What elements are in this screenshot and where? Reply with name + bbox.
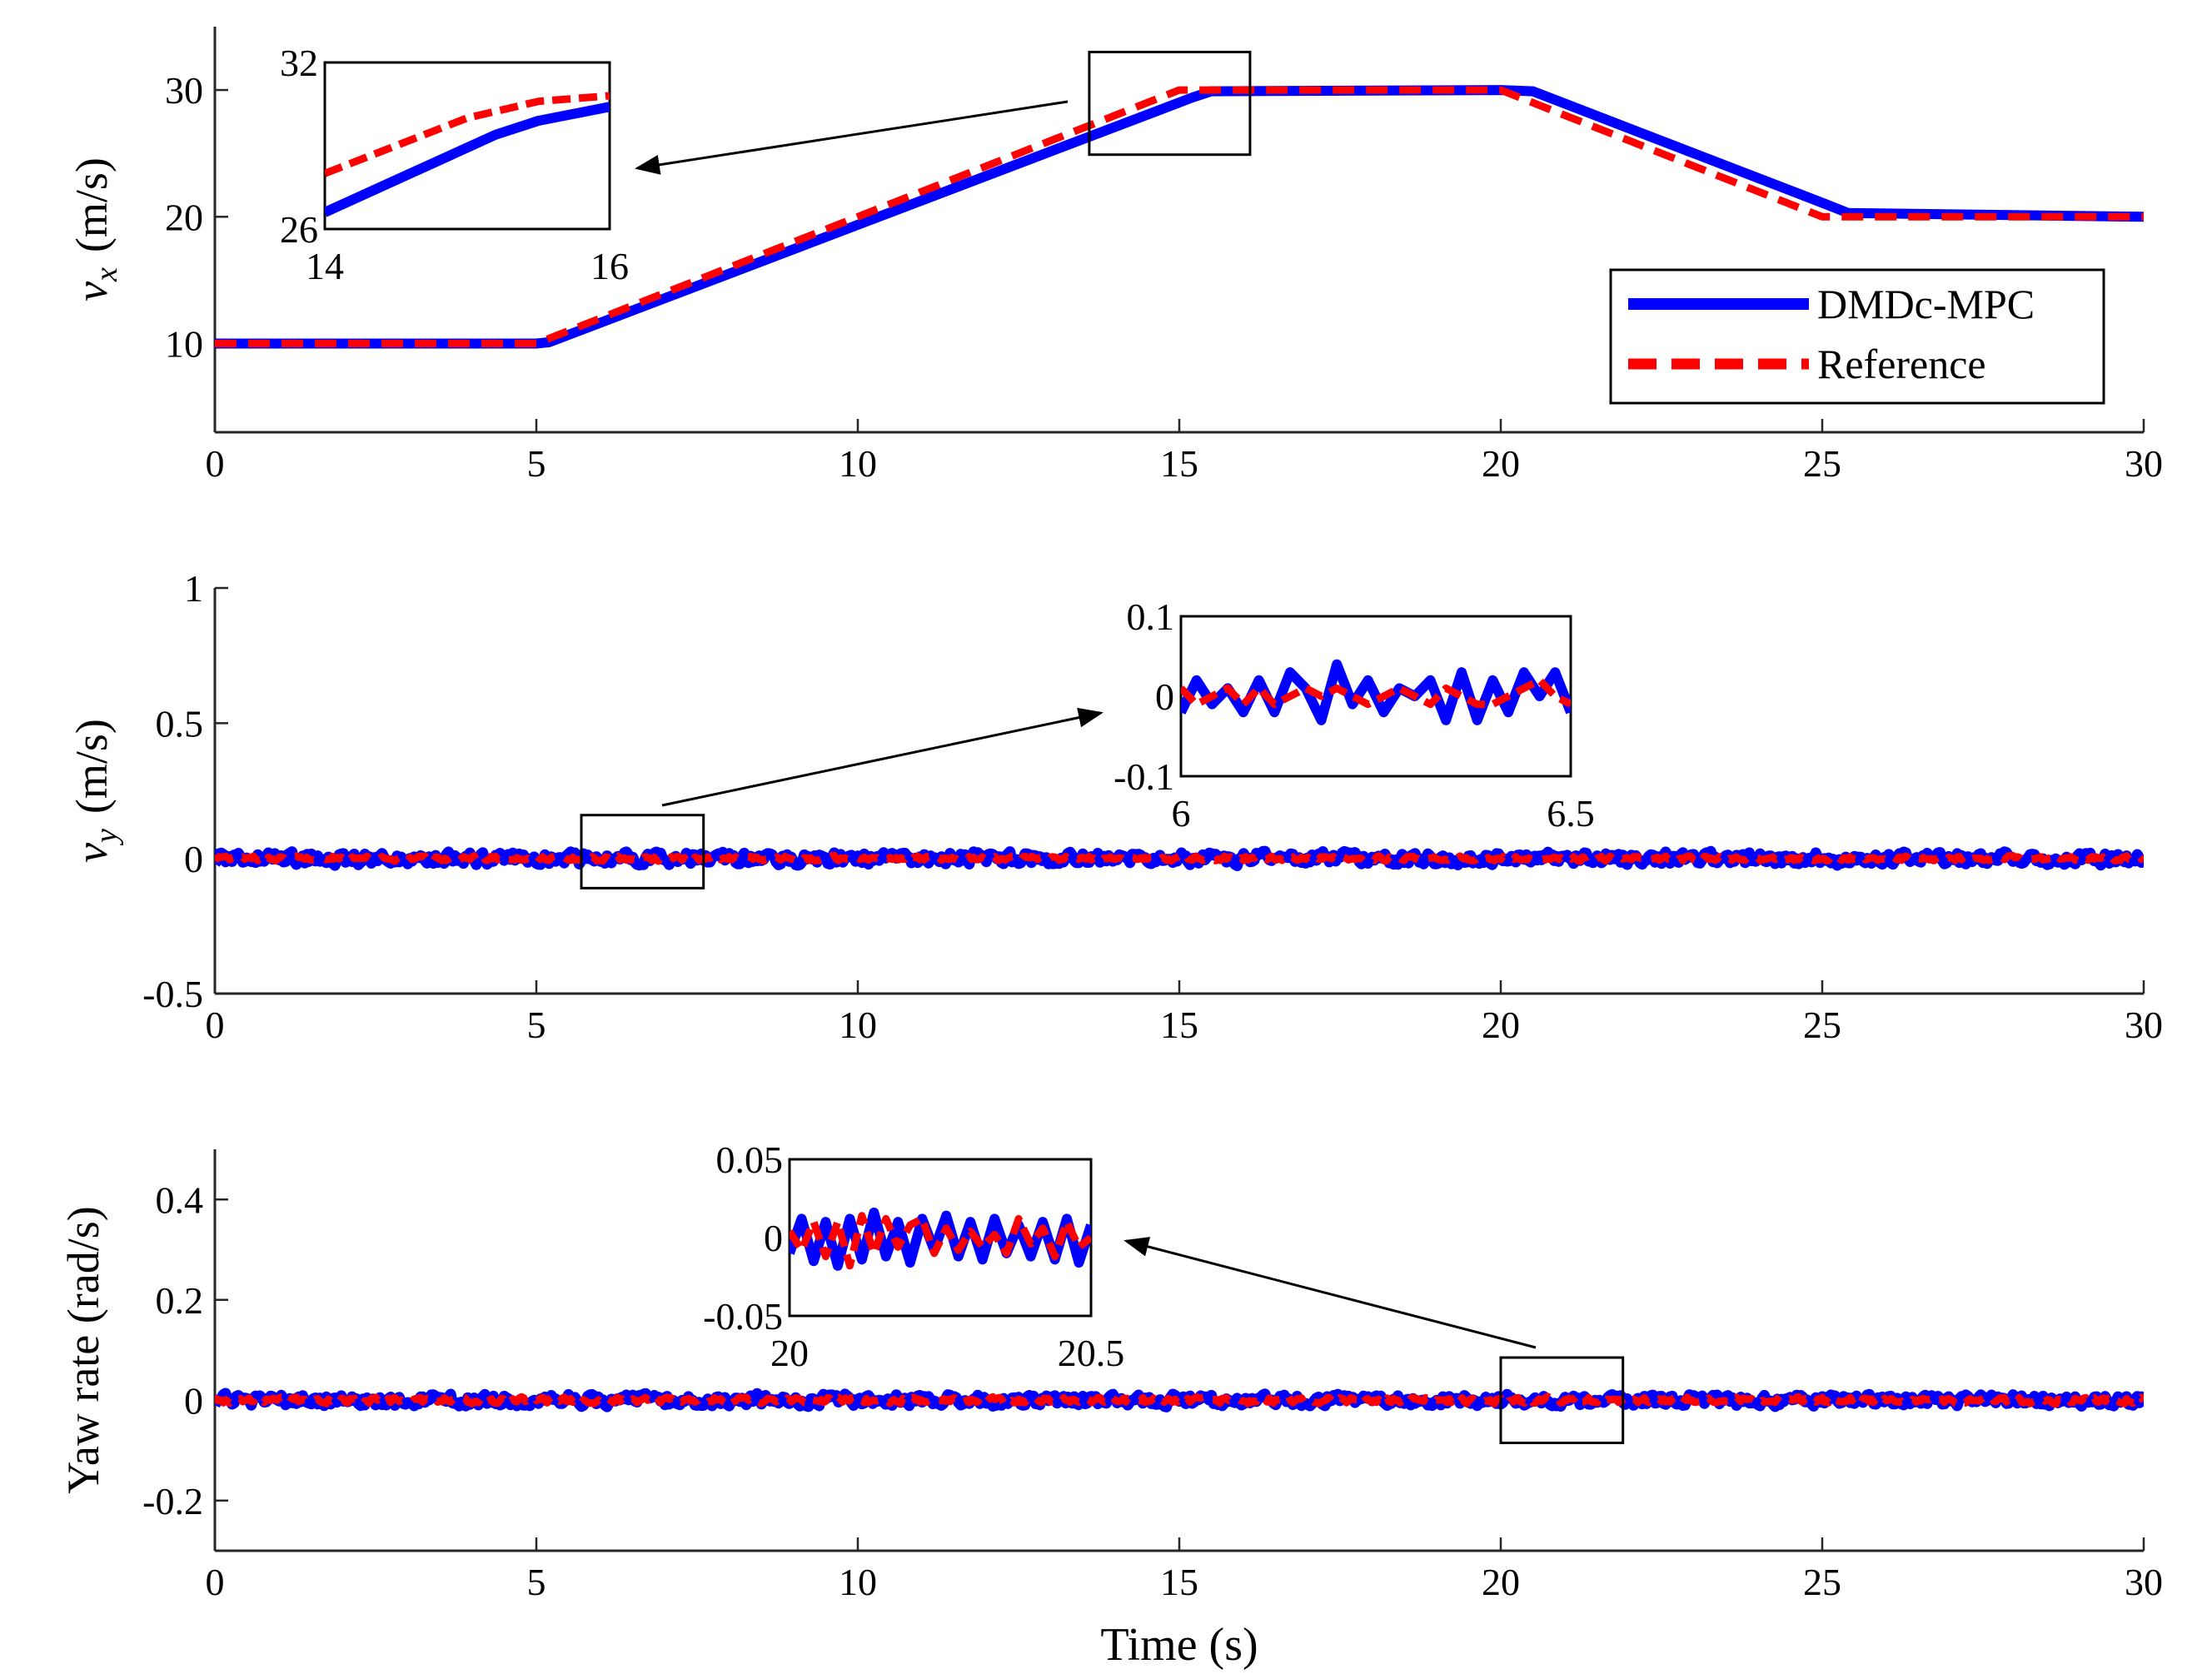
vx-inset-x-tick-label: 14 xyxy=(306,245,344,287)
vx-inset-x-tick-label: 16 xyxy=(590,245,629,287)
yaw-y-tick-label: 0.2 xyxy=(156,1279,204,1322)
yaw-x-tick-label: 25 xyxy=(1803,1561,1841,1603)
yaw-y-tick-label: -0.2 xyxy=(142,1480,203,1522)
vx-x-tick-label: 20 xyxy=(1482,442,1520,485)
vy-inset-x-tick-label: 6.5 xyxy=(1547,792,1595,835)
yaw-inset-series-reference xyxy=(790,1212,1091,1270)
yaw-inset-y-tick-label: -0.05 xyxy=(703,1295,783,1338)
yaw-y-tick-label: 0.4 xyxy=(156,1178,204,1221)
vx-inset-y-tick-label: 26 xyxy=(280,208,318,251)
vy-x-tick-label: 5 xyxy=(527,1004,546,1046)
yaw-inset-y-tick-label: 0 xyxy=(764,1217,783,1259)
vx-inset-series-reference xyxy=(325,92,610,177)
vx-y-axis-label: vx (m/s) xyxy=(67,157,124,301)
yaw-series-group xyxy=(215,1388,2144,1412)
yaw-x-tick-label: 10 xyxy=(839,1561,877,1603)
vx-series-group xyxy=(215,85,2144,349)
plot-vx: 0 5 10 15 20 25 30 10 20 30 14 16 26 32 vx (m/s) DMDc-MP… xyxy=(67,27,2163,485)
vy-y-tick-label: -0.5 xyxy=(142,973,203,1015)
yaw-inset-series-group xyxy=(790,1207,1091,1271)
vy-inset-series-group xyxy=(1181,659,1571,725)
yaw-y-tick-label: 0 xyxy=(184,1379,203,1422)
legend-frame xyxy=(1609,268,2105,405)
yaw-x-tick-label: 30 xyxy=(2125,1561,2163,1603)
yaw-inset-x-tick-label: 20.5 xyxy=(1058,1332,1125,1374)
legend: DMDc-MPC Reference xyxy=(1609,268,2105,405)
vy-x-tick-label: 25 xyxy=(1803,1004,1841,1046)
vx-x-tick-label: 5 xyxy=(527,442,546,485)
yaw-y-axis-label: Yaw rate (rad/s) xyxy=(58,1206,108,1493)
vy-y-axis-label-subscript: y xyxy=(89,829,124,846)
vy-x-tick-label: 0 xyxy=(206,1004,225,1046)
vy-series-reference xyxy=(215,851,2144,865)
vy-inset-series-reference xyxy=(1181,676,1571,709)
vy-x-tick-label: 15 xyxy=(1160,1004,1198,1046)
vy-inset-y-tick-label: -0.1 xyxy=(1113,755,1174,798)
plot-yaw: 0 5 10 15 20 25 30-0.200.20.420 20.5-0.0500.05Y… xyxy=(58,1138,2163,1671)
vx-y-tick-label: 10 xyxy=(165,323,203,366)
vx-y-axis-label-subscript: x xyxy=(89,267,124,282)
vx-x-tick-label: 0 xyxy=(206,442,225,485)
vx-x-tick-label: 15 xyxy=(1160,442,1198,485)
vy-zoom-arrow xyxy=(661,707,1104,807)
yaw-inset-y-tick-label: 0.05 xyxy=(716,1138,784,1181)
yaw-x-tick-label: 15 xyxy=(1160,1561,1198,1603)
vy-y-tick-label: 0 xyxy=(184,838,203,880)
vx-y-axis-label-symbol: v xyxy=(67,281,117,301)
legend-label-reference: Reference xyxy=(1817,341,1986,387)
vx-series-reference xyxy=(215,86,2144,347)
yaw-x-axis-label: Time (s) xyxy=(1100,1619,1258,1671)
yaw-x-tick-label: 0 xyxy=(206,1561,225,1603)
vy-zoom-box xyxy=(580,814,705,889)
vx-inset-y-tick-label: 32 xyxy=(280,42,318,84)
vx-x-tick-label: 30 xyxy=(2125,442,2163,485)
yaw-x-tick-label: 5 xyxy=(527,1561,546,1603)
vy-y-tick-label: 0.5 xyxy=(156,702,204,745)
yaw-x-tick-label: 20 xyxy=(1482,1561,1520,1603)
vy-x-tick-label: 20 xyxy=(1482,1004,1520,1046)
vy-y-axis-label-unit: (m/s) xyxy=(67,719,117,814)
yaw-zoom-arrow xyxy=(1123,1237,1537,1349)
vy-series-group xyxy=(215,845,2144,871)
vy-inset-x-tick-label: 6 xyxy=(1172,792,1191,835)
vx-y-axis-label-unit: (m/s) xyxy=(67,157,117,252)
vx-zoom-arrow xyxy=(635,100,1069,175)
vx-y-tick-label: 20 xyxy=(165,196,203,238)
vx-x-tick-label: 25 xyxy=(1803,442,1841,485)
vx-y-tick-label: 30 xyxy=(165,69,203,112)
legend-label-dmdc-mpc: DMDc-MPC xyxy=(1817,281,2035,327)
yaw-series-reference xyxy=(215,1393,2144,1408)
yaw-zoom-box xyxy=(1499,1356,1625,1444)
vx-x-tick-label: 10 xyxy=(839,442,877,485)
vx-inset-series-dmdc-mpc xyxy=(325,102,610,217)
vx-inset: 14 16 26 32 xyxy=(280,42,629,287)
vy-x-tick-label: 30 xyxy=(2125,1004,2163,1046)
plot-vy: 0 5 10 15 20 25 30-0.500.516 6.5-0.100.1vy(m/s) xyxy=(67,567,2163,1046)
vx-zoom-box xyxy=(1088,50,1252,157)
vx-series-dmdc-mpc xyxy=(215,85,2144,349)
vy-y-tick-label: 1 xyxy=(184,567,203,610)
vy-inset-y-tick-label: 0.1 xyxy=(1127,595,1175,638)
vx-inset-series-group xyxy=(325,92,610,217)
vy-x-tick-label: 10 xyxy=(839,1004,877,1046)
vy-y-axis-label: vy (m/s) xyxy=(67,719,124,863)
yaw-inset-x-tick-label: 20 xyxy=(770,1332,809,1374)
vy-y-axis-label-symbol: v xyxy=(67,843,117,863)
vy-inset: 6 6.5 -0.1 0 0.1 xyxy=(1113,595,1595,835)
yaw-inset: 20 20.5 -0.05 0 0.05 xyxy=(703,1138,1124,1374)
vy-inset-y-tick-label: 0 xyxy=(1155,675,1174,718)
